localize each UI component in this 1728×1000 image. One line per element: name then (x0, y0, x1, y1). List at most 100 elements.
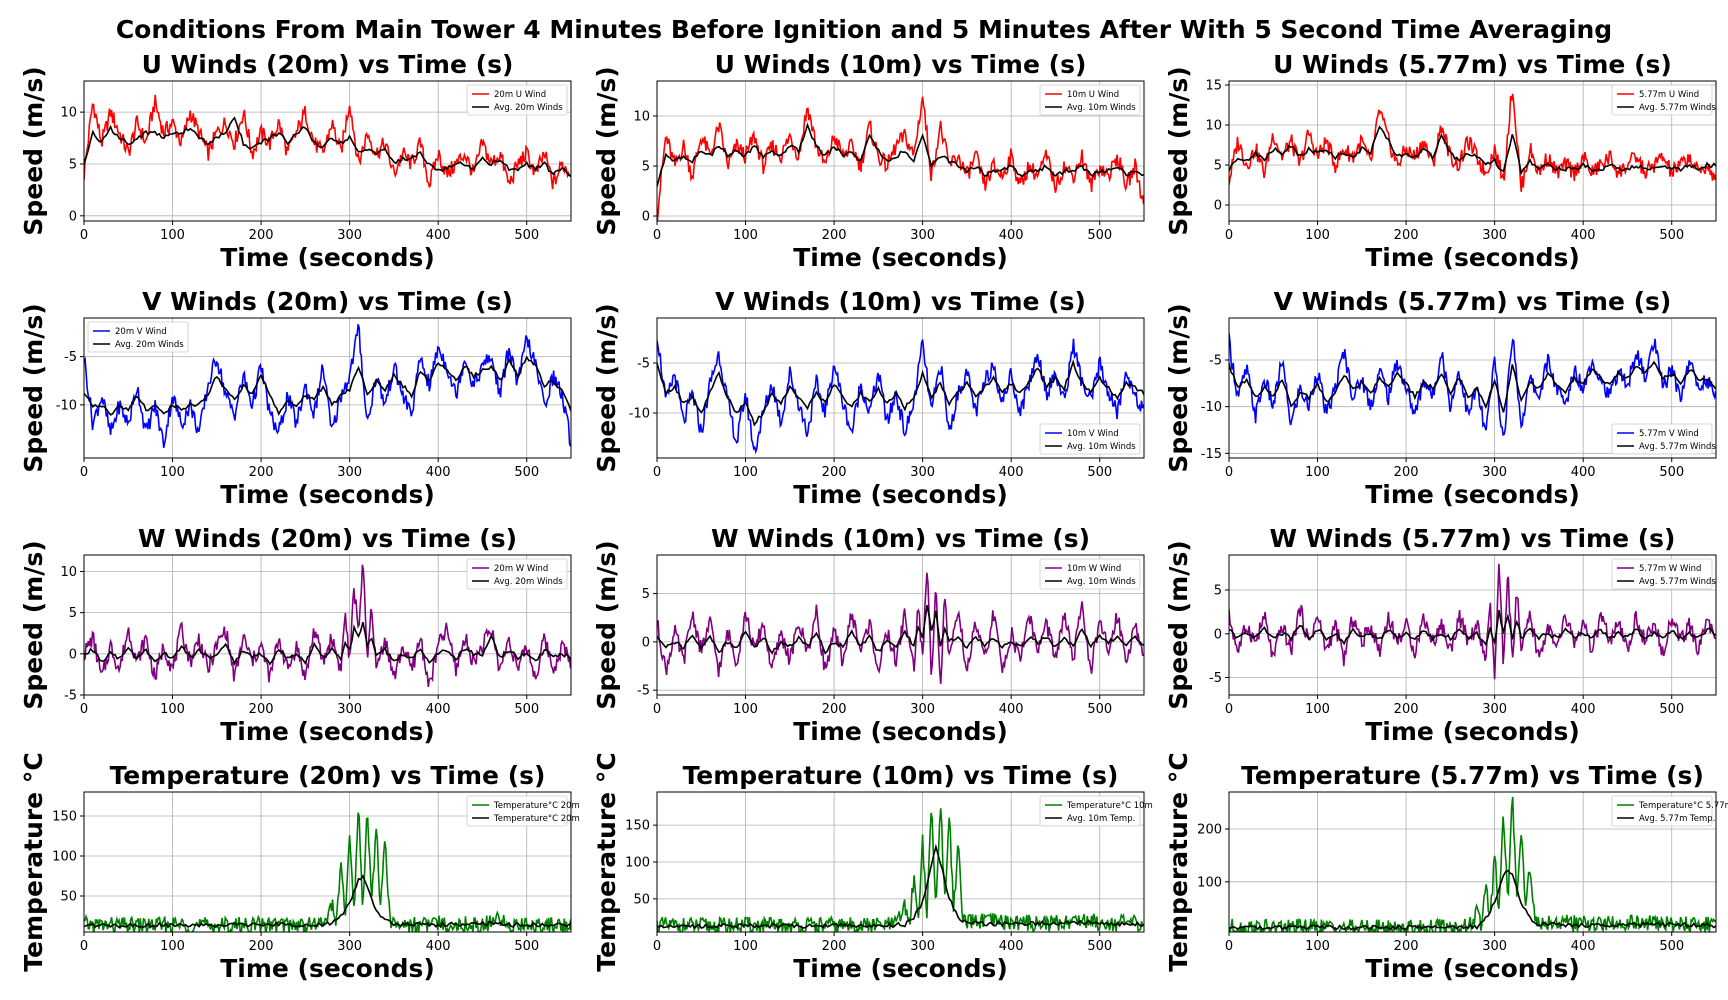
avg-series-line (84, 116, 571, 177)
avg-series-line (1229, 125, 1716, 176)
legend: 20m V Wind Avg. 20m Winds (87, 321, 189, 353)
x-tick-label: 400 (1571, 939, 1596, 954)
legend-label: 10m V Wind (1067, 429, 1119, 439)
legend-label: Avg. 10m Winds (1067, 103, 1136, 113)
x-tick-label: 400 (999, 228, 1024, 243)
y-tick-label: 10 (633, 110, 650, 125)
y-tick-label: 5 (69, 157, 77, 172)
x-tick-label: 100 (733, 939, 758, 954)
panel-title: Temperature (20m) vs Time (s) (110, 761, 546, 790)
x-tick-label: 200 (822, 465, 847, 480)
raw-series-line (84, 812, 571, 932)
x-tick-label: 0 (653, 228, 661, 243)
legend: Temperature°C 10m Avg. 10m Temp. (1039, 795, 1153, 827)
y-axis-label: Speed (m/s) (19, 540, 48, 709)
raw-series-line (1229, 93, 1716, 192)
x-tick-label: 400 (426, 939, 451, 954)
x-axis-label: Time (seconds) (220, 243, 435, 272)
plot-frame (1228, 80, 1717, 222)
legend-label: 5.77m W Wind (1639, 564, 1701, 574)
plot-frame (1228, 554, 1717, 696)
x-tick-label: 400 (999, 465, 1024, 480)
x-tick-label: 500 (514, 228, 539, 243)
x-tick-label: 300 (1482, 228, 1507, 243)
x-tick-label: 400 (426, 465, 451, 480)
x-tick-label: 300 (910, 228, 935, 243)
panel-title: U Winds (20m) vs Time (s) (142, 50, 514, 79)
x-axis-label: Time (seconds) (1365, 954, 1580, 983)
y-tick-label: -5 (1209, 671, 1222, 686)
panel-title: V Winds (5.77m) vs Time (s) (1274, 287, 1672, 316)
y-tick-label: 50 (60, 890, 77, 905)
raw-series-line (657, 338, 1144, 455)
x-tick-label: 300 (1482, 702, 1507, 717)
x-tick-label: 500 (1087, 465, 1112, 480)
x-tick-label: 400 (426, 702, 451, 717)
x-tick-label: 300 (337, 228, 362, 243)
legend: 10m V Wind Avg. 10m Winds (1039, 423, 1141, 455)
legend-label: Temperature°C 20m (493, 814, 580, 824)
legend-label: 20m U Wind (494, 90, 546, 100)
legend-label: Avg. 20m Winds (494, 577, 563, 587)
panel-title: U Winds (10m) vs Time (s) (715, 50, 1087, 79)
x-tick-label: 0 (653, 702, 661, 717)
avg-series-line (1229, 869, 1716, 931)
legend: Temperature°C 20m Temperature°C 20m (466, 795, 580, 827)
y-axis-label: Speed (m/s) (19, 303, 48, 472)
x-tick-label: 100 (160, 702, 185, 717)
legend-label: 5.77m U Wind (1639, 90, 1699, 100)
x-tick-label: 300 (1482, 939, 1507, 954)
y-tick-label: 5 (1214, 584, 1222, 599)
x-tick-label: 200 (1394, 465, 1419, 480)
y-tick-label: 5 (642, 160, 650, 175)
panel-title: W Winds (5.77m) vs Time (s) (1270, 524, 1676, 553)
legend-label: 10m W Wind (1067, 564, 1121, 574)
x-tick-label: 100 (1305, 939, 1330, 954)
x-axis-label: Time (seconds) (220, 480, 435, 509)
x-tick-label: 0 (1225, 228, 1233, 243)
x-axis-label: Time (seconds) (1365, 480, 1580, 509)
legend-label: Avg. 5.77m Winds (1639, 577, 1716, 587)
x-tick-label: 500 (1659, 702, 1684, 717)
legend: 20m U Wind Avg. 20m Winds (466, 84, 568, 116)
x-tick-label: 100 (733, 702, 758, 717)
avg-series-line (1229, 360, 1716, 413)
y-tick-label: 100 (1197, 875, 1222, 890)
x-axis-label: Time (seconds) (1365, 243, 1580, 272)
raw-series-line (84, 94, 571, 190)
x-axis-label: Time (seconds) (793, 954, 1008, 983)
legend-label: Avg. 20m Winds (115, 340, 184, 350)
x-tick-label: 100 (160, 465, 185, 480)
legend-label: 20m W Wind (494, 564, 548, 574)
x-tick-label: 500 (514, 939, 539, 954)
plot-frame (1228, 791, 1717, 933)
raw-series-line (657, 572, 1144, 684)
x-tick-label: 300 (910, 702, 935, 717)
x-tick-label: 0 (653, 939, 661, 954)
x-tick-label: 100 (733, 465, 758, 480)
legend-label: Temperature°C 5.77m (1638, 801, 1728, 811)
panel-title: Temperature (10m) vs Time (s) (683, 761, 1119, 790)
raw-series-line (84, 324, 571, 448)
x-tick-label: 200 (1394, 228, 1419, 243)
legend: 10m W Wind Avg. 10m Winds (1039, 558, 1141, 590)
y-tick-label: 150 (625, 819, 650, 834)
panel-title: W Winds (10m) vs Time (s) (711, 524, 1090, 553)
y-tick-label: 50 (633, 892, 650, 907)
x-tick-label: 100 (160, 228, 185, 243)
y-tick-label: 0 (1214, 199, 1222, 214)
y-tick-label: -5 (64, 350, 77, 365)
avg-series-line (1229, 609, 1716, 647)
x-tick-label: 300 (910, 939, 935, 954)
x-tick-label: 400 (1571, 465, 1596, 480)
chart-panel: 0 100 200 300 400 500 -10 -5 V Winds (20m) vs Ti… (19, 287, 572, 509)
x-axis-label: Time (seconds) (220, 954, 435, 983)
x-tick-label: 500 (1659, 939, 1684, 954)
x-tick-label: 100 (160, 939, 185, 954)
x-tick-label: 200 (249, 702, 274, 717)
avg-series-line (84, 874, 571, 929)
x-tick-label: 400 (1571, 228, 1596, 243)
plot-frame (83, 791, 572, 933)
y-tick-label: -10 (629, 407, 650, 422)
x-axis-label: Time (seconds) (1365, 717, 1580, 746)
